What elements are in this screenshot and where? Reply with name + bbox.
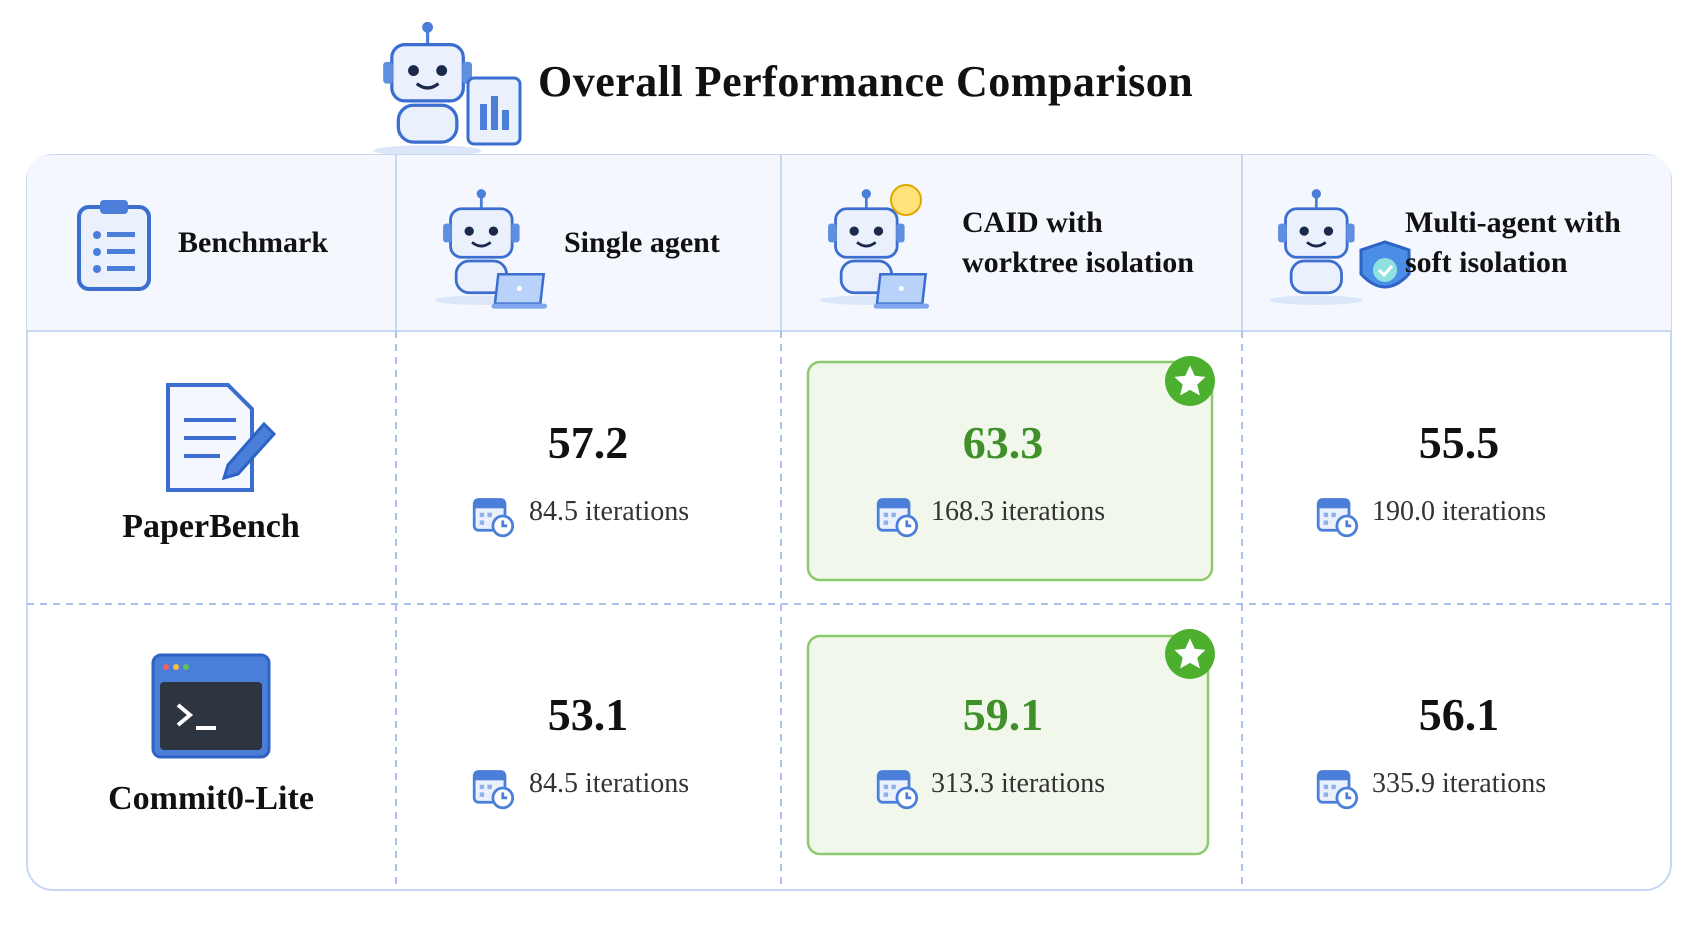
header-cell: Benchmark: [178, 226, 328, 259]
score: 63.3: [962, 417, 1044, 468]
header-cell: soft isolation: [1405, 246, 1568, 279]
header-cell: Multi-agent with: [1405, 206, 1621, 239]
iterations: 168.3 iterations: [931, 496, 1106, 527]
header-cell: Single agent: [564, 226, 720, 259]
iterations: 190.0 iterations: [1372, 496, 1547, 527]
score: 57.2: [547, 417, 629, 468]
score: 59.1: [962, 689, 1044, 740]
header-cell: worktree isolation: [962, 246, 1194, 279]
iterations: 313.3 iterations: [931, 768, 1106, 799]
score: 55.5: [1418, 417, 1500, 468]
iterations: 335.9 iterations: [1372, 768, 1547, 799]
score: 53.1: [547, 689, 629, 740]
benchmark-name: PaperBench: [122, 508, 300, 545]
score: 56.1: [1418, 689, 1500, 740]
header-cell: CAID with: [962, 206, 1103, 239]
title: Overall Performance Comparison: [538, 57, 1194, 106]
iterations: 84.5 iterations: [529, 768, 690, 799]
benchmark-name: Commit0-Lite: [108, 780, 314, 817]
iterations: 84.5 iterations: [529, 496, 690, 527]
